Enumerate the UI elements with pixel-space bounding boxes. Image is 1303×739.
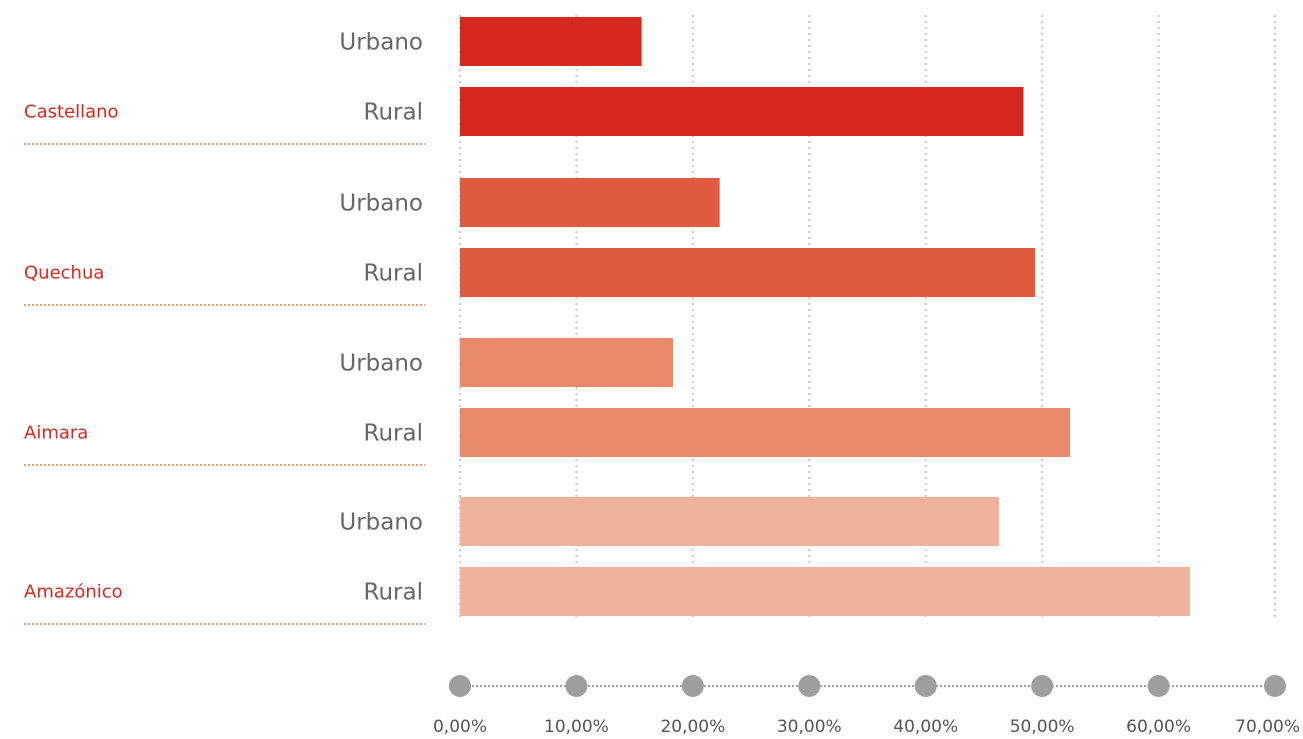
x-axis-dot-2 — [681, 675, 704, 697]
group-label-3: Amazónico — [24, 582, 123, 603]
x-axis-dot-4 — [914, 675, 937, 697]
x-tick-label-5: 50,00% — [1010, 717, 1075, 737]
category-label-3: Rural — [364, 261, 423, 287]
x-tick-label-6: 60,00% — [1126, 717, 1191, 737]
bar-urbano-2 — [460, 178, 720, 227]
group-labels: Castellano Quechua Aimara Amazónico — [24, 102, 425, 625]
category-label-7: Rural — [364, 580, 423, 606]
bar-rural-1 — [460, 87, 1024, 136]
x-tick-label-2: 20,00% — [660, 717, 725, 737]
x-tick-label-3: 30,00% — [777, 717, 842, 737]
x-tick-label-1: 10,00% — [544, 717, 609, 737]
group-label-2: Aimara — [24, 423, 88, 444]
category-label-4: Urbano — [339, 351, 423, 377]
x-axis-dot-3 — [798, 675, 821, 697]
x-tick-label-0: 0,00% — [433, 717, 487, 737]
grid-lines — [459, 15, 1276, 618]
bar-urbano-6 — [460, 497, 1000, 546]
x-tick-label-7: 70,00% — [1235, 717, 1300, 737]
x-axis-dot-6 — [1147, 675, 1170, 697]
x-axis-dot-1 — [565, 675, 588, 697]
x-axis-dot-5 — [1031, 675, 1054, 697]
bar-rural-5 — [460, 408, 1071, 457]
category-label-2: Urbano — [339, 191, 423, 217]
bar-rural-7 — [460, 567, 1191, 616]
x-axis-dot-0 — [449, 675, 471, 697]
group-label-1: Quechua — [24, 263, 104, 284]
bar-urbano-4 — [460, 338, 674, 387]
x-axis-dot-7 — [1264, 675, 1286, 697]
bar-urbano-0 — [460, 17, 642, 66]
category-label-0: Urbano — [339, 30, 423, 56]
category-label-1: Rural — [364, 100, 423, 126]
group-label-0: Castellano — [24, 102, 119, 123]
x-tick-label-4: 40,00% — [893, 717, 958, 737]
x-axis: 0,00% 10,00% 20,00% 30,00% 40,00% 50,00% 60,00… — [433, 675, 1300, 737]
bars — [460, 17, 1191, 616]
bar-rural-3 — [460, 248, 1036, 297]
category-label-5: Rural — [364, 421, 423, 447]
category-labels: Urbano Rural Urbano Rural Urbano Rural Urbano R… — [339, 30, 423, 606]
category-label-6: Urbano — [339, 510, 423, 536]
